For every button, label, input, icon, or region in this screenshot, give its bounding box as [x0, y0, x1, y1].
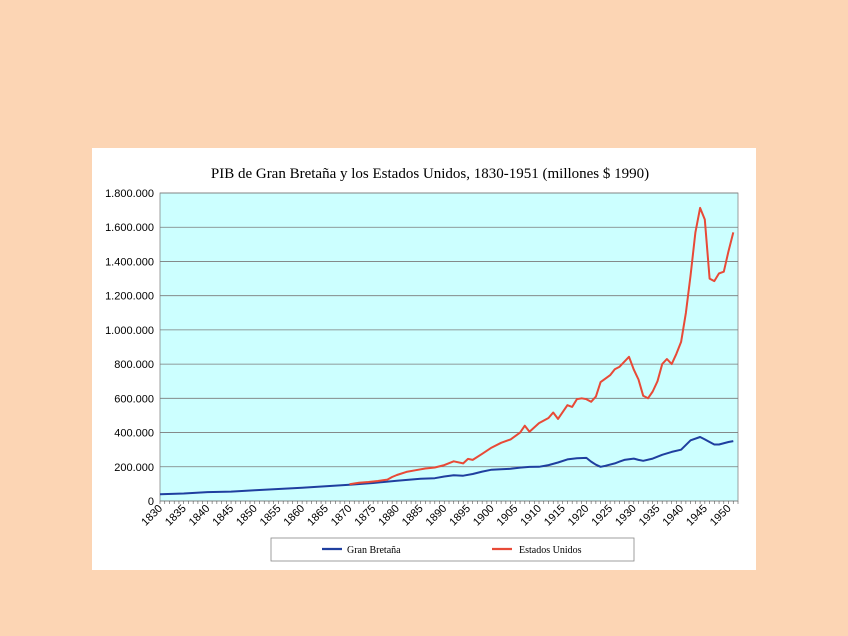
x-tick-label: 1840 — [187, 503, 213, 529]
x-tick-label: 1855 — [258, 503, 284, 529]
x-tick-label: 1940 — [660, 503, 686, 529]
y-tick-label: 0 — [148, 496, 154, 508]
y-tick-label: 1.400.000 — [105, 256, 154, 268]
series-lines — [159, 206, 735, 496]
x-tick-label: 1895 — [447, 503, 473, 529]
x-tick-label: 1920 — [566, 503, 592, 529]
x-axis-tick-labels: 1830183518401845185018551860186518701875… — [139, 501, 739, 529]
x-tick-label: 1900 — [471, 503, 497, 529]
legend-box — [270, 537, 635, 562]
x-tick-label: 1880 — [376, 503, 402, 529]
y-tick-label: 1.000.000 — [105, 325, 154, 337]
x-tick-label: 1950 — [708, 503, 734, 529]
y-tick-label: 1.600.000 — [105, 222, 154, 234]
y-tick-label: 1.800.000 — [105, 188, 154, 200]
x-tick-label: 1850 — [234, 503, 260, 529]
x-tick-label: 1930 — [613, 503, 639, 529]
x-tick-label: 1870 — [329, 503, 355, 529]
x-tick-label: 1860 — [281, 503, 307, 529]
plot-area — [159, 192, 739, 502]
x-tick-label: 1845 — [210, 503, 236, 529]
series-line-gran-bretana — [159, 436, 734, 496]
x-tick-label: 1890 — [424, 503, 450, 529]
y-tick-label: 600.000 — [114, 393, 154, 405]
x-tick-label: 1905 — [495, 503, 521, 529]
y-tick-label: 1.200.000 — [105, 291, 154, 303]
x-tick-label: 1915 — [542, 503, 568, 529]
y-axis-tick-labels: 0 200.000 400.000 600.000 800.000 1.000.000 1.… — [105, 188, 154, 508]
grid-lines — [160, 192, 738, 502]
chart-panel: PIB de Gran Bretaña y los Estados Unidos… — [92, 148, 756, 570]
series-line-estados-unidos — [349, 206, 735, 486]
gdp-chart: PIB de Gran Bretaña y los Estados Unidos… — [105, 166, 739, 562]
x-tick-label: 1910 — [518, 503, 544, 529]
y-tick-label: 200.000 — [114, 462, 154, 474]
legend-label-estados-unidos: Estados Unidos — [519, 545, 582, 556]
legend: Gran Bretaña Estados Unidos — [270, 537, 635, 562]
chart-title: PIB de Gran Bretaña y los Estados Unidos… — [211, 166, 649, 182]
x-tick-label: 1935 — [637, 503, 663, 529]
legend-label-gran-bretana: Gran Bretaña — [347, 545, 401, 556]
x-tick-label: 1885 — [400, 503, 426, 529]
x-tick-label: 1865 — [305, 503, 331, 529]
x-tick-label: 1835 — [163, 503, 189, 529]
y-tick-label: 400.000 — [114, 428, 154, 440]
y-tick-label: 800.000 — [114, 359, 154, 371]
x-tick-label: 1830 — [139, 503, 165, 529]
x-tick-label: 1875 — [353, 503, 379, 529]
x-tick-label: 1925 — [589, 503, 615, 529]
x-tick-label: 1945 — [684, 503, 710, 529]
